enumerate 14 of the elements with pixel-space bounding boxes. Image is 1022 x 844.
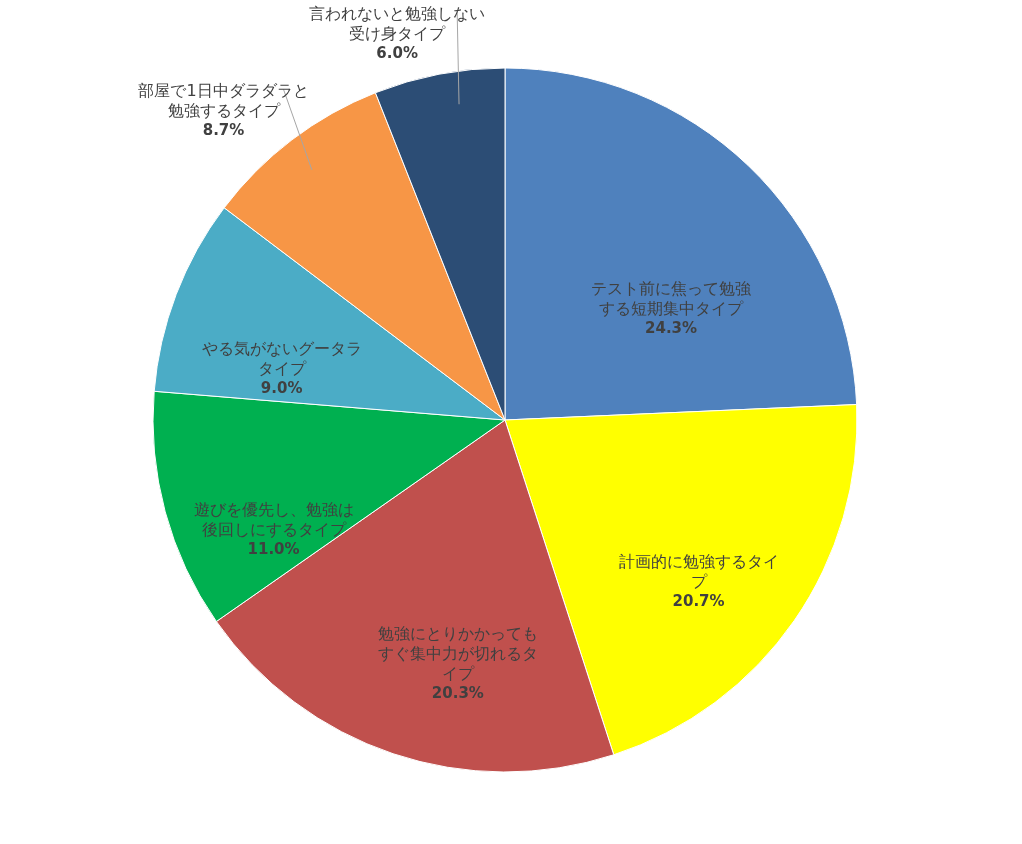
slice-label: 言われないと勉強しない受け身タイプ	[309, 4, 486, 43]
slice-label: 遊びを優先し、勉強は後回しにするタイプ	[193, 499, 354, 539]
data-label: 9.0%	[260, 379, 303, 398]
data-label: 11.0%	[247, 539, 300, 558]
slice-label: 部屋で1日中ダラダラと勉強するタイプ	[138, 81, 309, 121]
slice-label: 計画的に勉強するタイプ	[618, 552, 779, 592]
data-label: 8.7%	[202, 121, 245, 140]
data-label: 24.3%	[645, 319, 698, 338]
data-label: 20.7%	[672, 592, 725, 611]
slice-label: やる気がないグータラタイプ	[201, 339, 362, 379]
data-label: 6.0%	[376, 44, 418, 62]
slice-label: 勉強にとりかかってもすぐ集中力が切れるタイプ	[377, 624, 538, 684]
data-label: 20.3%	[431, 684, 484, 703]
slice-label: テスト前に焦って勉強する短期集中タイプ	[591, 279, 752, 319]
